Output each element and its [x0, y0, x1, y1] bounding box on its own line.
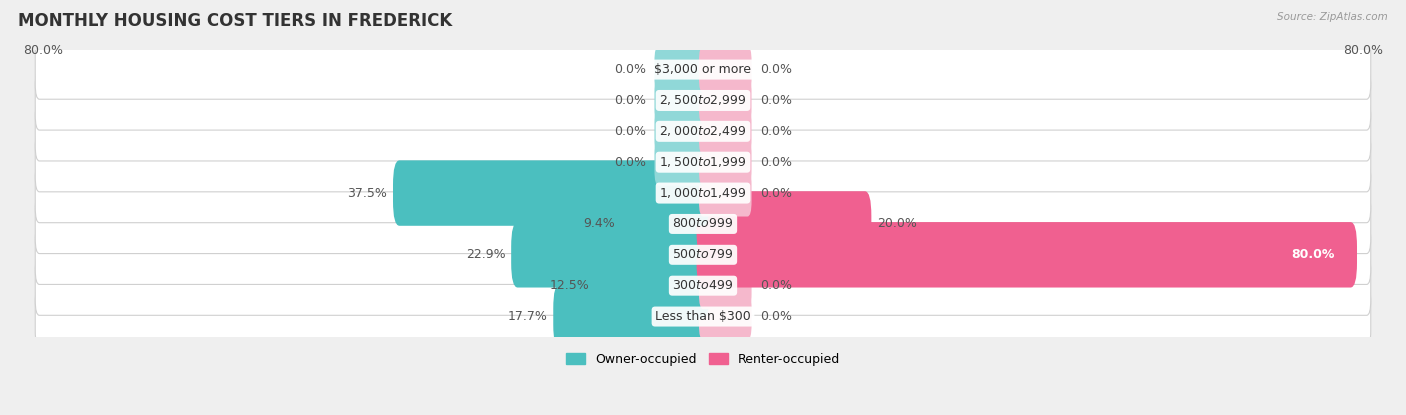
Text: 17.7%: 17.7% [508, 310, 547, 323]
FancyBboxPatch shape [654, 77, 707, 124]
FancyBboxPatch shape [35, 40, 1371, 99]
FancyBboxPatch shape [696, 191, 872, 256]
FancyBboxPatch shape [394, 160, 710, 226]
FancyBboxPatch shape [35, 256, 1371, 315]
Text: 0.0%: 0.0% [759, 156, 792, 168]
FancyBboxPatch shape [699, 77, 752, 124]
FancyBboxPatch shape [699, 139, 752, 186]
FancyBboxPatch shape [35, 194, 1371, 254]
Text: 0.0%: 0.0% [614, 156, 647, 168]
FancyBboxPatch shape [696, 222, 1357, 288]
Text: Source: ZipAtlas.com: Source: ZipAtlas.com [1277, 12, 1388, 22]
FancyBboxPatch shape [699, 108, 752, 155]
FancyBboxPatch shape [553, 284, 710, 349]
FancyBboxPatch shape [654, 108, 707, 155]
FancyBboxPatch shape [35, 287, 1371, 346]
FancyBboxPatch shape [620, 191, 710, 256]
Text: $800 to $999: $800 to $999 [672, 217, 734, 230]
FancyBboxPatch shape [595, 253, 710, 318]
Text: $2,000 to $2,499: $2,000 to $2,499 [659, 124, 747, 138]
Text: MONTHLY HOUSING COST TIERS IN FREDERICK: MONTHLY HOUSING COST TIERS IN FREDERICK [18, 12, 453, 30]
Text: $1,500 to $1,999: $1,500 to $1,999 [659, 155, 747, 169]
Text: Less than $300: Less than $300 [655, 310, 751, 323]
Text: $300 to $499: $300 to $499 [672, 279, 734, 292]
FancyBboxPatch shape [35, 225, 1371, 284]
Text: 9.4%: 9.4% [583, 217, 614, 230]
Text: 80.0%: 80.0% [1343, 44, 1384, 57]
Text: 0.0%: 0.0% [614, 125, 647, 138]
FancyBboxPatch shape [654, 46, 707, 93]
Text: 37.5%: 37.5% [347, 187, 387, 200]
Text: 0.0%: 0.0% [614, 63, 647, 76]
Text: 0.0%: 0.0% [759, 310, 792, 323]
FancyBboxPatch shape [35, 102, 1371, 161]
Text: 0.0%: 0.0% [759, 279, 792, 292]
Text: 20.0%: 20.0% [877, 217, 917, 230]
Text: 22.9%: 22.9% [465, 248, 506, 261]
Text: 12.5%: 12.5% [550, 279, 589, 292]
Text: 0.0%: 0.0% [759, 63, 792, 76]
FancyBboxPatch shape [699, 170, 752, 217]
Legend: Owner-occupied, Renter-occupied: Owner-occupied, Renter-occupied [561, 347, 845, 371]
Text: 0.0%: 0.0% [759, 187, 792, 200]
Text: $2,500 to $2,999: $2,500 to $2,999 [659, 93, 747, 107]
Text: 0.0%: 0.0% [614, 94, 647, 107]
FancyBboxPatch shape [699, 293, 752, 340]
Text: 80.0%: 80.0% [1291, 248, 1334, 261]
FancyBboxPatch shape [35, 164, 1371, 223]
FancyBboxPatch shape [35, 71, 1371, 130]
Text: 0.0%: 0.0% [759, 94, 792, 107]
Text: $500 to $799: $500 to $799 [672, 248, 734, 261]
Text: 80.0%: 80.0% [22, 44, 63, 57]
FancyBboxPatch shape [699, 262, 752, 309]
FancyBboxPatch shape [699, 46, 752, 93]
Text: 0.0%: 0.0% [759, 125, 792, 138]
FancyBboxPatch shape [35, 132, 1371, 192]
Text: $3,000 or more: $3,000 or more [655, 63, 751, 76]
Text: $1,000 to $1,499: $1,000 to $1,499 [659, 186, 747, 200]
FancyBboxPatch shape [512, 222, 710, 288]
FancyBboxPatch shape [654, 139, 707, 186]
